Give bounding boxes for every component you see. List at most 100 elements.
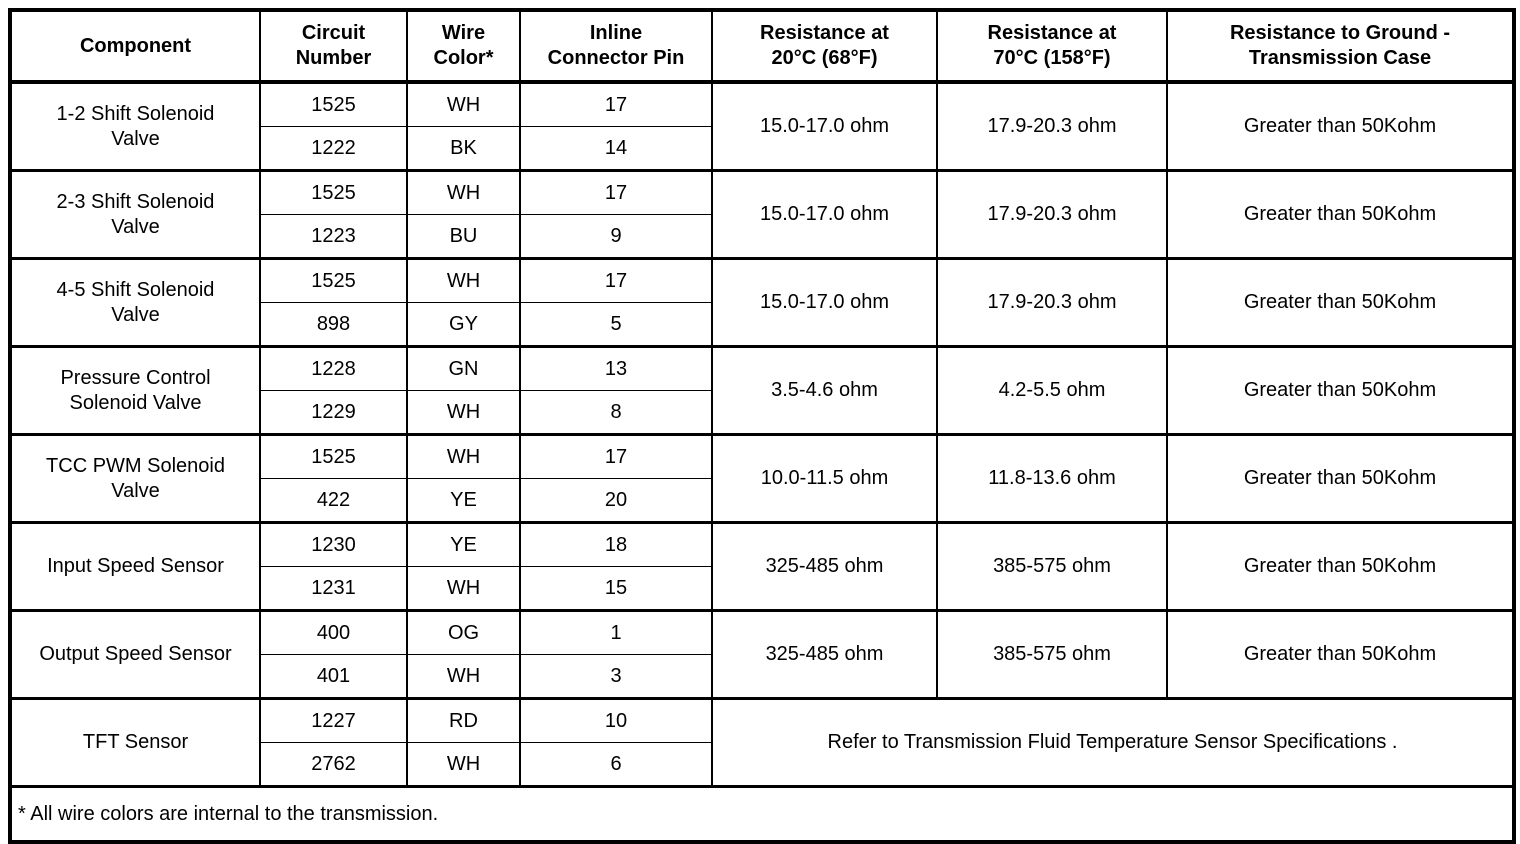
resistance-20c-cell: 325-485 ohm [711, 521, 938, 612]
resistance-20c-cell: 15.0-17.0 ohm [711, 257, 938, 348]
circuit-number-cell: 1229 [259, 390, 408, 436]
wire-color-cell: YE [406, 478, 521, 524]
spec-table-body: 1-2 Shift Solenoid Valve 1525 WH 17 15.0-17.… [9, 80, 1515, 788]
tft-note-cell: Refer to Transmission Fluid Temperature … [711, 697, 1515, 788]
circuit-number-cell: 1525 [259, 433, 408, 479]
resistance-ground-cell: Greater than 50Kohm [1166, 257, 1515, 348]
footnote-row: * All wire colors are internal to the tr… [9, 785, 1515, 843]
table-row: 2-3 Shift Solenoid Valve 1525 WH 17 15.0-17.… [9, 169, 1515, 260]
header-component: Component [9, 9, 261, 84]
connector-pin-cell: 5 [519, 302, 713, 348]
resistance-20c-cell: 10.0-11.5 ohm [711, 433, 938, 524]
connector-pin-cell: 10 [519, 697, 713, 743]
circuit-number-cell: 1525 [259, 169, 408, 215]
circuit-number-cell: 2762 [259, 742, 408, 788]
component-cell: TCC PWM Solenoid Valve [9, 433, 261, 524]
circuit-number-cell: 1228 [259, 345, 408, 391]
component-cell: Input Speed Sensor [9, 521, 261, 612]
component-cell: Pressure Control Solenoid Valve [9, 345, 261, 436]
wire-color-cell: GN [406, 345, 521, 391]
circuit-number-cell: 400 [259, 609, 408, 655]
table-row: 2762 WH 6 [10, 742, 1514, 788]
header-resistance-20c: Resistance at 20°C (68°F) [711, 9, 938, 84]
table-row: 898 GY 5 [10, 302, 1514, 348]
connector-pin-cell: 17 [519, 80, 713, 127]
circuit-number-cell: 1230 [259, 521, 408, 567]
connector-pin-cell: 17 [519, 433, 713, 479]
wire-color-cell: WH [406, 390, 521, 436]
table-row: TFT Sensor 1227 RD 10 Refer to Transmission … [9, 697, 1515, 788]
resistance-70c-cell: 17.9-20.3 ohm [936, 80, 1168, 172]
wire-color-cell: WH [406, 654, 521, 700]
resistance-20c-cell: 3.5-4.6 ohm [711, 345, 938, 436]
table-row: 4-5 Shift Solenoid Valve 1525 WH 17 15.0-17.… [9, 257, 1515, 348]
connector-pin-cell: 20 [519, 478, 713, 524]
connector-pin-cell: 17 [519, 257, 713, 303]
header-resistance-70c: Resistance at 70°C (158°F) [936, 9, 1168, 84]
table-row: 1223 BU 9 [10, 214, 1514, 260]
wire-color-cell: WH [406, 257, 521, 303]
connector-pin-cell: 8 [519, 390, 713, 436]
wire-color-cell: WH [406, 566, 521, 612]
table-footer: * All wire colors are internal to the tr… [9, 785, 1515, 843]
resistance-20c-cell: 15.0-17.0 ohm [711, 169, 938, 260]
table-row: 1222 BK 14 [10, 126, 1514, 172]
wire-color-cell: GY [406, 302, 521, 348]
wire-color-cell: BU [406, 214, 521, 260]
table-row: 1229 WH 8 [10, 390, 1514, 436]
header-circuit-number: Circuit Number [259, 9, 408, 84]
table-row: 422 YE 20 [10, 478, 1514, 524]
connector-pin-cell: 1 [519, 609, 713, 655]
circuit-number-cell: 1525 [259, 257, 408, 303]
wire-color-cell: OG [406, 609, 521, 655]
resistance-70c-cell: 17.9-20.3 ohm [936, 169, 1168, 260]
header-row: Component Circuit Number Wire Color* Inl… [9, 9, 1515, 84]
connector-pin-cell: 3 [519, 654, 713, 700]
wire-color-cell: WH [406, 742, 521, 788]
connector-pin-cell: 18 [519, 521, 713, 567]
resistance-ground-cell: Greater than 50Kohm [1166, 433, 1515, 524]
component-cell: Output Speed Sensor [9, 609, 261, 700]
wire-color-cell: BK [406, 126, 521, 172]
wire-color-cell: YE [406, 521, 521, 567]
resistance-ground-cell: Greater than 50Kohm [1166, 80, 1515, 172]
circuit-number-cell: 422 [259, 478, 408, 524]
wire-color-cell: WH [406, 169, 521, 215]
resistance-ground-cell: Greater than 50Kohm [1166, 345, 1515, 436]
connector-pin-cell: 9 [519, 214, 713, 260]
document-page: Component Circuit Number Wire Color* Inl… [8, 8, 1516, 844]
component-cell: 1-2 Shift Solenoid Valve [9, 80, 261, 172]
resistance-ground-cell: Greater than 50Kohm [1166, 169, 1515, 260]
header-resistance-ground: Resistance to Ground - Transmission Case [1166, 9, 1515, 84]
table-row: 401 WH 3 [10, 654, 1514, 700]
component-cell: 2-3 Shift Solenoid Valve [9, 169, 261, 260]
wire-color-cell: WH [406, 80, 521, 127]
circuit-number-cell: 401 [259, 654, 408, 700]
resistance-20c-cell: 15.0-17.0 ohm [711, 80, 938, 172]
resistance-70c-cell: 4.2-5.5 ohm [936, 345, 1168, 436]
wire-color-cell: WH [406, 433, 521, 479]
table-row: Input Speed Sensor 1230 YE 18 325-485 ohm 385… [9, 521, 1515, 612]
circuit-number-cell: 1222 [259, 126, 408, 172]
circuit-number-cell: 1231 [259, 566, 408, 612]
component-cell: TFT Sensor [9, 697, 261, 788]
circuit-number-cell: 1227 [259, 697, 408, 743]
resistance-ground-cell: Greater than 50Kohm [1166, 521, 1515, 612]
circuit-number-cell: 1525 [259, 80, 408, 127]
header-wire-color: Wire Color* [406, 9, 521, 84]
table-row: 1231 WH 15 [10, 566, 1514, 612]
circuit-number-cell: 1223 [259, 214, 408, 260]
resistance-70c-cell: 385-575 ohm [936, 609, 1168, 700]
connector-pin-cell: 14 [519, 126, 713, 172]
resistance-70c-cell: 385-575 ohm [936, 521, 1168, 612]
connector-pin-cell: 15 [519, 566, 713, 612]
circuit-number-cell: 898 [259, 302, 408, 348]
component-cell: 4-5 Shift Solenoid Valve [9, 257, 261, 348]
resistance-70c-cell: 11.8-13.6 ohm [936, 433, 1168, 524]
table-row: Output Speed Sensor 400 OG 1 325-485 ohm 385-… [9, 609, 1515, 700]
connector-pin-cell: 13 [519, 345, 713, 391]
header-inline-connector-pin: Inline Connector Pin [519, 9, 713, 84]
table-row: TCC PWM Solenoid Valve 1525 WH 17 10.0-11.5 … [9, 433, 1515, 524]
wire-color-cell: RD [406, 697, 521, 743]
table-row: 1-2 Shift Solenoid Valve 1525 WH 17 15.0-17.… [9, 80, 1515, 172]
